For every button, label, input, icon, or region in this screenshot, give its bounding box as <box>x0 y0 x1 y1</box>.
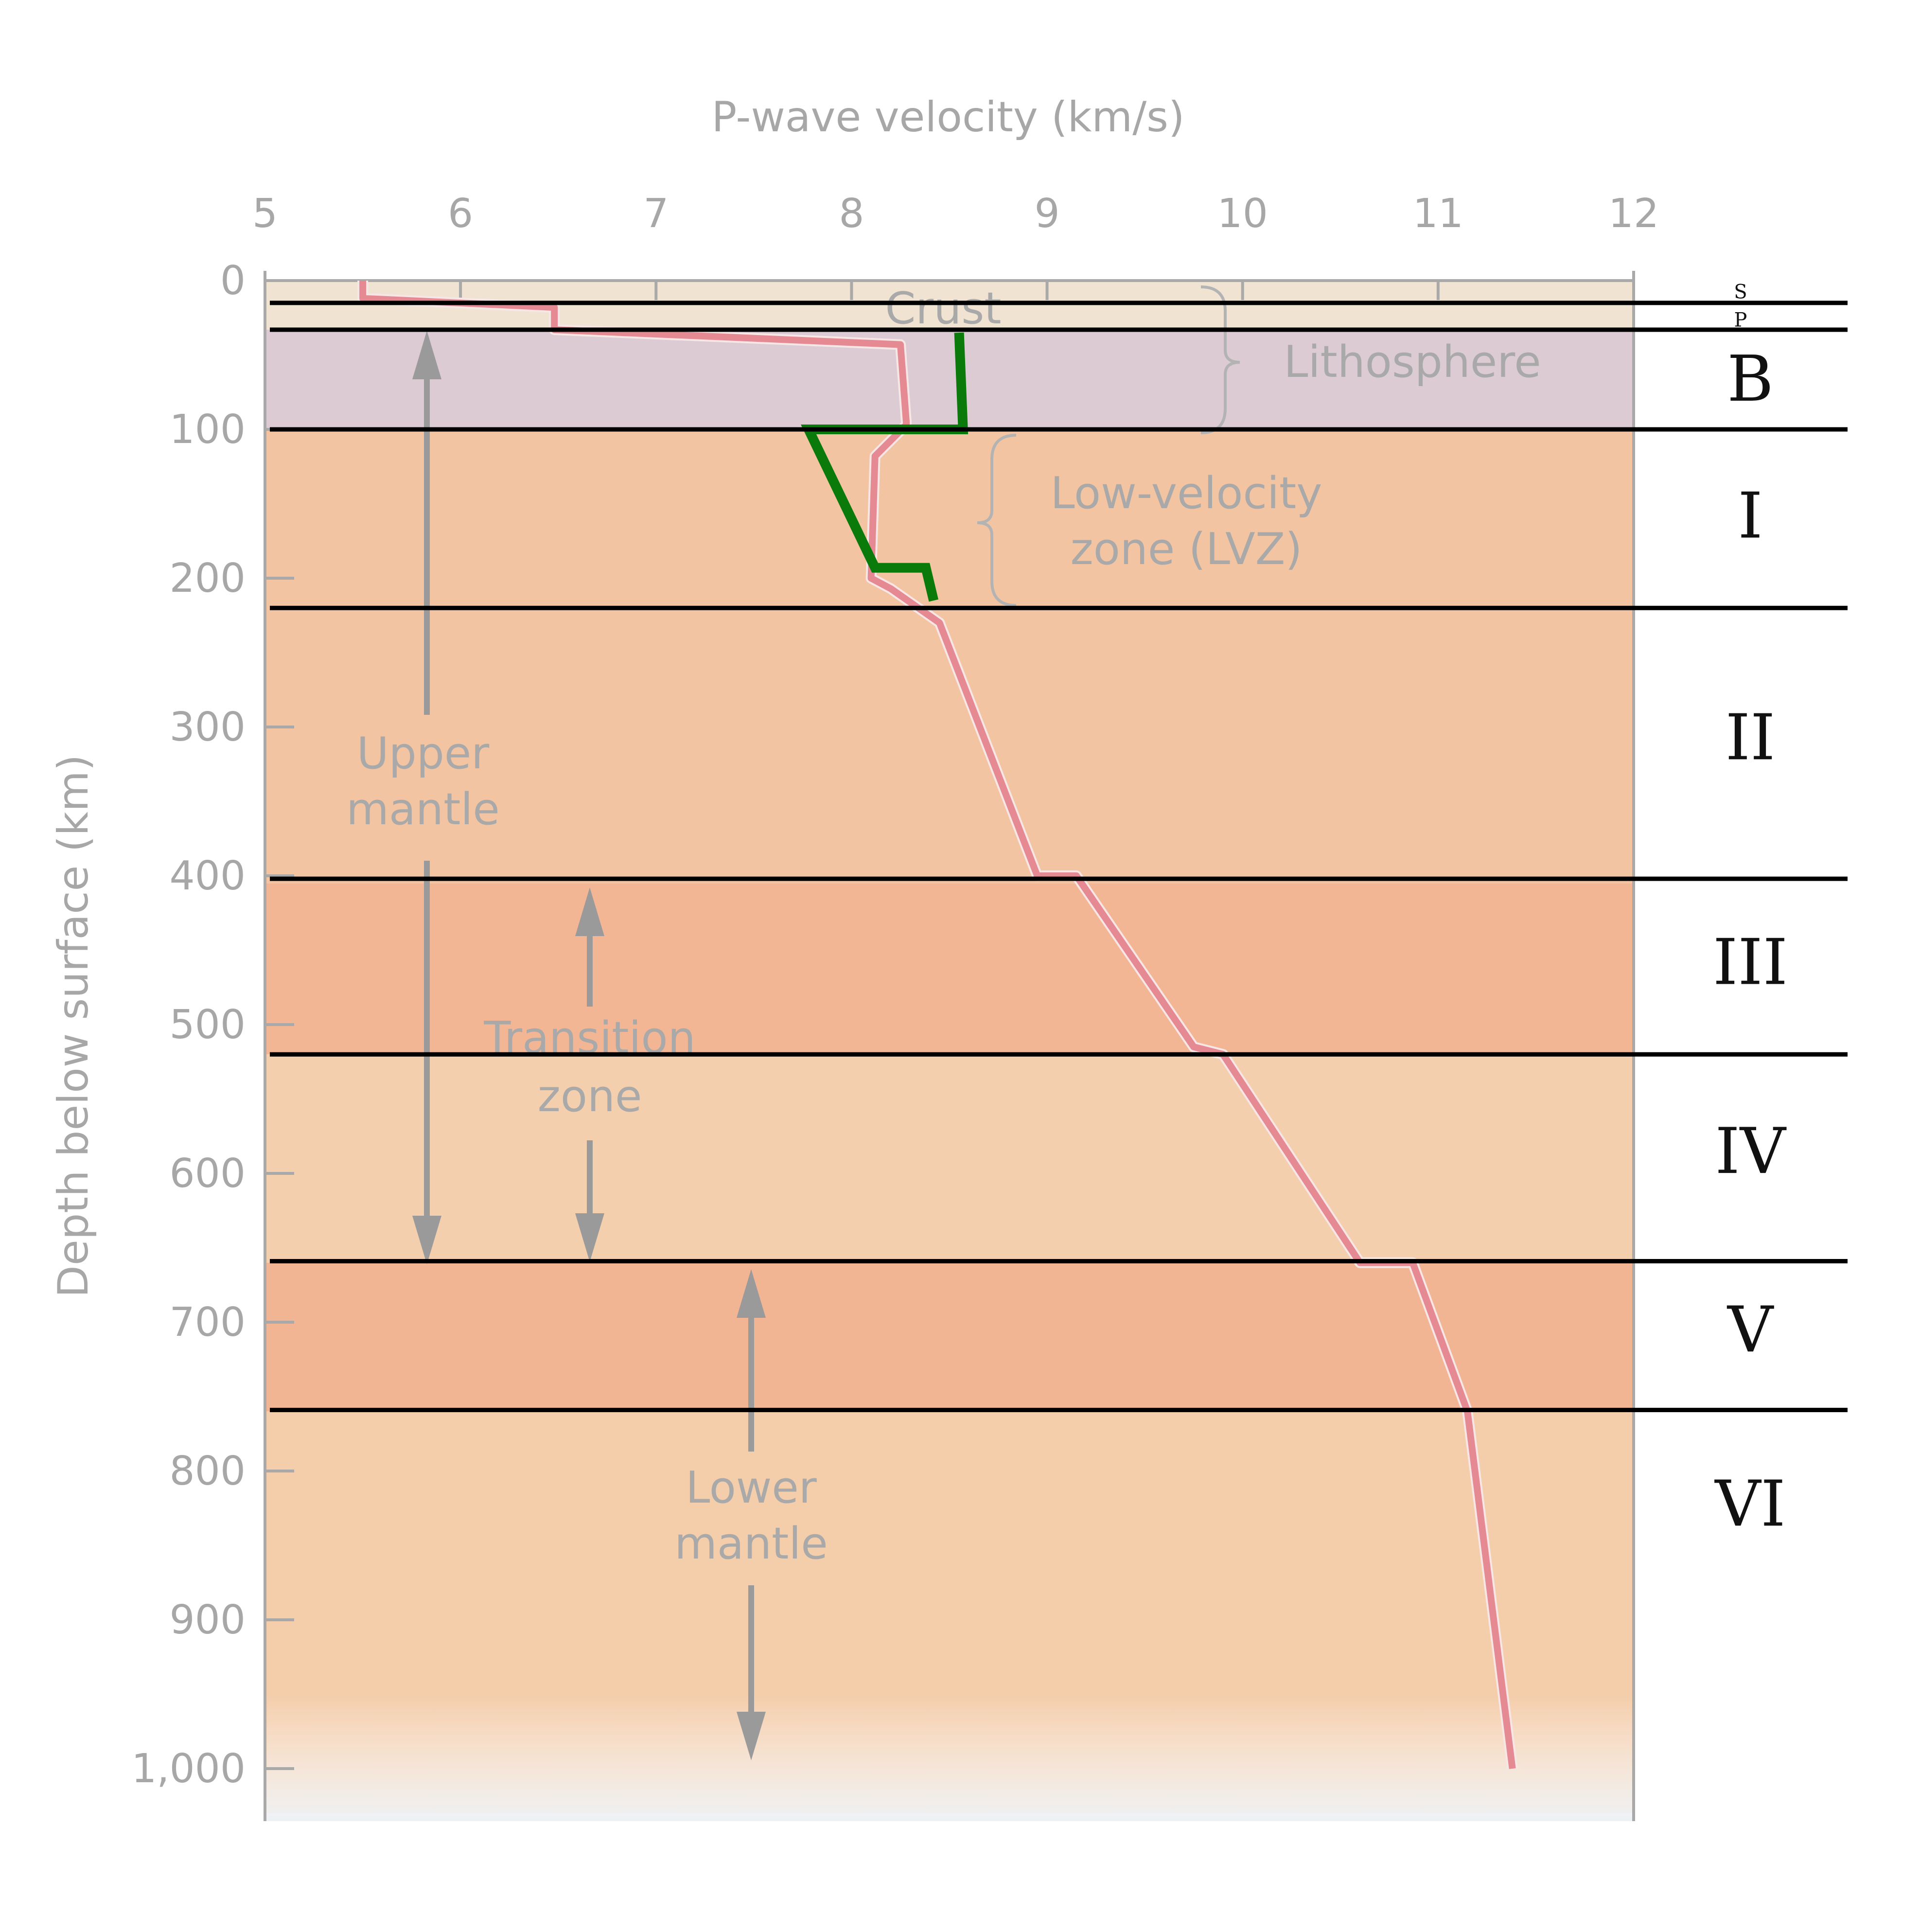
layer-band <box>265 329 1634 429</box>
zone-label: I <box>1738 479 1762 552</box>
x-tick-label: 7 <box>643 191 669 237</box>
lvz-label-line1: Low-velocity <box>1050 468 1322 519</box>
overlay-velocity-line <box>801 332 969 602</box>
y-tick-label: 800 <box>169 1448 246 1494</box>
x-tick-label: 5 <box>252 191 278 237</box>
zone-label: P <box>1734 309 1747 332</box>
layer-band <box>265 883 1634 1055</box>
zone-label: S <box>1734 281 1747 303</box>
y-tick-label: 100 <box>169 407 246 453</box>
layer-band <box>265 1054 1634 1263</box>
lower-mantle-label-line2: mantle <box>674 1518 828 1569</box>
upper-mantle-arrowhead-down <box>412 1216 441 1264</box>
y-tick-label: 700 <box>169 1299 246 1346</box>
y-tick-label: 0 <box>220 258 246 304</box>
layer-band <box>265 1262 1634 1412</box>
y-axis-title: Depth below surface (km) <box>49 755 98 1298</box>
upper-mantle-arrowhead-up <box>412 331 441 379</box>
axis-ticks: 5 6 7 8 9 10 11 12 0 100 200 300 400 500 600 700 800 900 1… <box>131 191 1659 1821</box>
upper-mantle-label-line2: mantle <box>346 784 500 835</box>
lower-mantle-label-line1: Lower <box>686 1462 817 1513</box>
lithosphere-label: Lithosphere <box>1284 337 1541 388</box>
y-tick-label: 600 <box>169 1151 246 1197</box>
crust-label: Crust <box>885 283 1001 334</box>
lvz-label-line2: zone (LVZ) <box>1070 524 1302 575</box>
bottom-fade <box>265 1695 1634 1821</box>
zone-label: VI <box>1714 1467 1785 1541</box>
y-tick-label: 200 <box>169 555 246 602</box>
transition-label-line2: zone <box>538 1071 642 1122</box>
upper-mantle-label-line1: Upper <box>357 728 490 779</box>
zone-label: III <box>1713 925 1788 999</box>
zone-label: IV <box>1715 1114 1786 1188</box>
y-tick-label: 400 <box>169 853 246 899</box>
layer-annotations: Crust Lithosphere Low-velocity zone (LVZ… <box>346 283 1541 1760</box>
transition-arrowhead-up <box>575 887 604 936</box>
transition-arrowhead-down <box>575 1213 604 1262</box>
x-tick-label: 6 <box>448 191 473 237</box>
lvz-brace <box>977 434 1017 607</box>
lower-mantle-arrowhead-up <box>737 1269 766 1318</box>
lithosphere-brace <box>1200 285 1240 434</box>
x-tick-label: 12 <box>1608 191 1659 237</box>
zone-label: II <box>1726 700 1776 774</box>
x-axis-title: P-wave velocity (km/s) <box>711 93 1184 142</box>
zone-label: B <box>1727 342 1774 416</box>
y-tick-label: 900 <box>169 1597 246 1643</box>
depth-layers <box>265 281 1634 1821</box>
y-tick-label: 500 <box>169 1002 246 1048</box>
x-tick-label: 10 <box>1217 191 1268 237</box>
lower-mantle-arrowhead-down <box>737 1712 766 1760</box>
x-tick-label: 11 <box>1413 191 1463 237</box>
x-tick-label: 8 <box>839 191 864 237</box>
zone-boundaries <box>270 301 1848 1413</box>
y-tick-label: 1,000 <box>131 1746 246 1792</box>
zone-label: V <box>1726 1293 1774 1366</box>
y-tick-label: 300 <box>169 704 246 750</box>
x-tick-label: 9 <box>1034 191 1059 237</box>
